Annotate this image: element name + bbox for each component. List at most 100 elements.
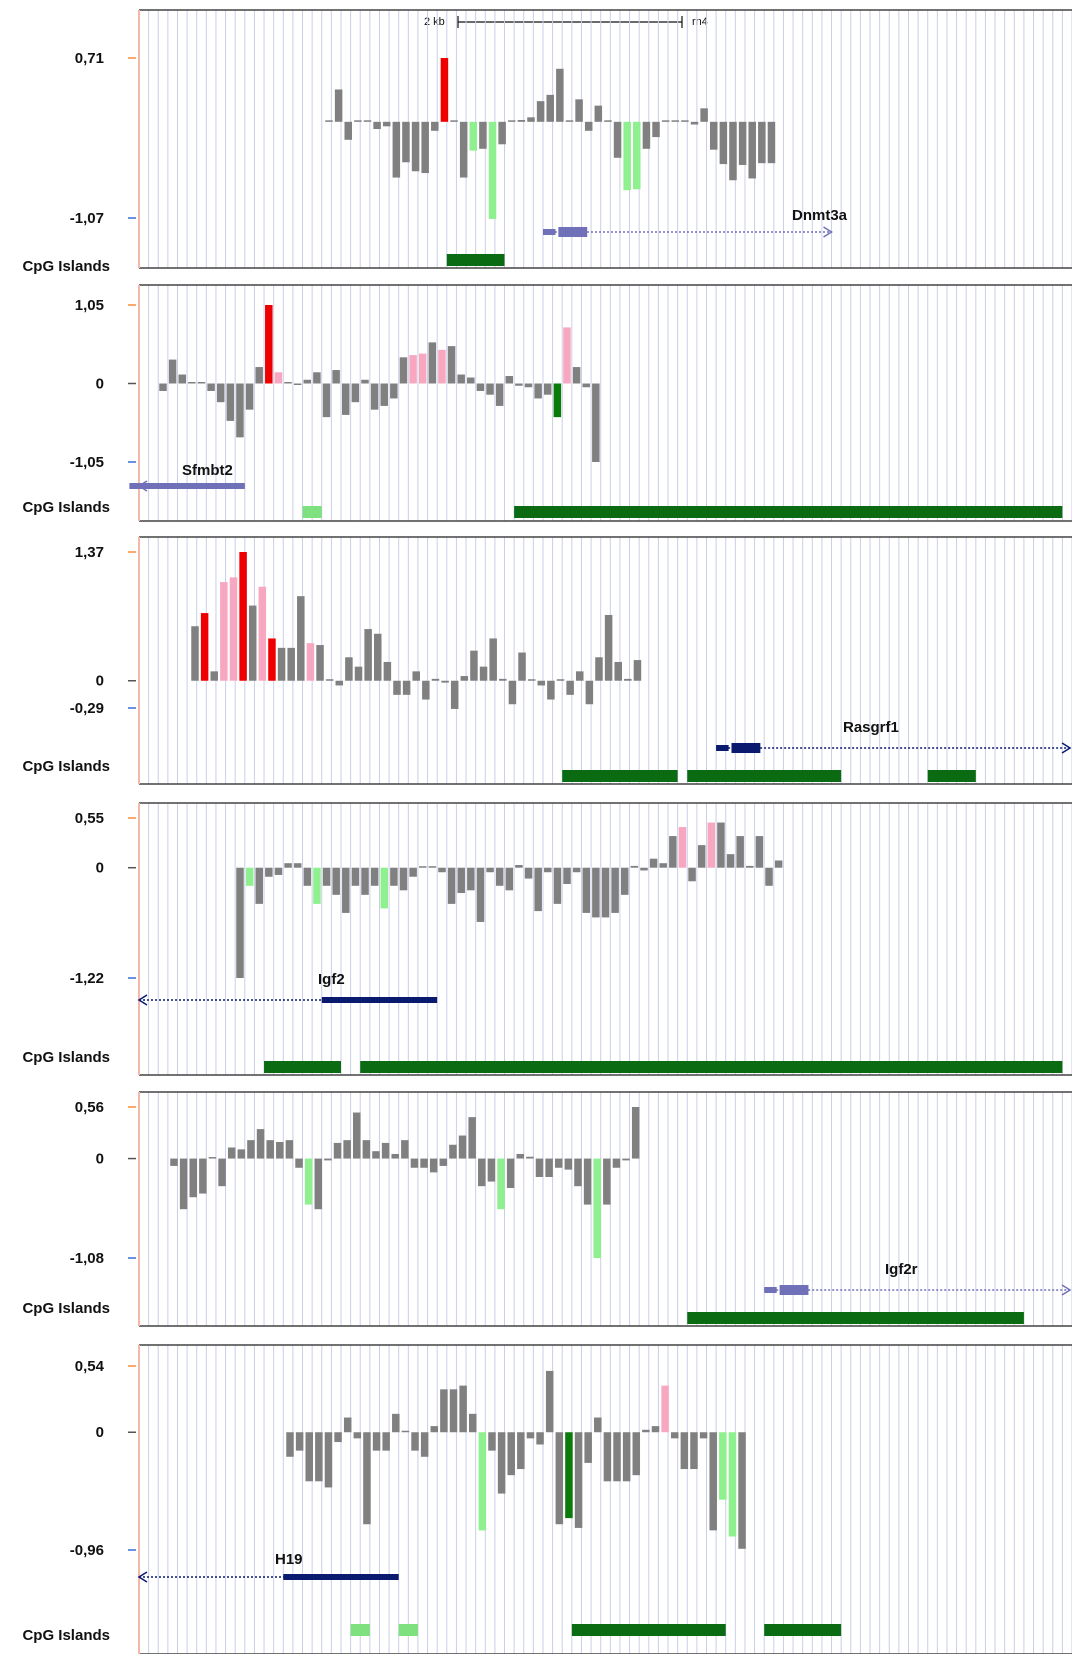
bars <box>286 1370 746 1549</box>
scale-bar: 2 kb rn4 <box>424 16 708 28</box>
gene-model <box>764 1284 1072 1296</box>
bar <box>207 383 215 391</box>
bar <box>361 867 369 895</box>
bar <box>671 120 680 122</box>
bar <box>467 867 475 891</box>
bar <box>488 121 497 219</box>
cpg-track-label: CpG Islands <box>22 758 110 775</box>
y-tick-label: -1,07 <box>70 210 104 227</box>
bar <box>197 382 206 384</box>
y-tick-label: -1,05 <box>70 454 104 471</box>
cpg-island <box>927 770 976 782</box>
bar <box>544 867 552 873</box>
bar <box>642 121 651 149</box>
bar <box>479 666 488 681</box>
bar <box>603 1432 612 1482</box>
bar <box>170 1158 178 1166</box>
bar <box>313 372 321 384</box>
bar <box>498 121 506 145</box>
panel-igf2: 0,55 0 -1,22 Igf2 CpG Islands <box>22 802 1072 1076</box>
bar <box>469 121 478 151</box>
bar <box>334 1432 342 1443</box>
bar <box>575 671 584 681</box>
bar <box>287 647 295 681</box>
gene-exon <box>716 745 729 751</box>
bar <box>774 860 783 868</box>
bar <box>505 376 514 384</box>
panel-igf2r: 0,56 0 -1,08 Igf2r CpG Islands <box>22 1091 1072 1327</box>
cpg-islands <box>562 770 976 782</box>
bar <box>370 867 379 886</box>
cpg-track-label: CpG Islands <box>22 1049 110 1066</box>
bar <box>506 1158 515 1189</box>
bar <box>497 1158 505 1210</box>
bar <box>293 383 302 385</box>
bar <box>168 359 177 384</box>
bar <box>717 822 725 868</box>
bar <box>593 1158 601 1258</box>
strand-arrow-icon <box>137 994 148 1006</box>
bar <box>297 596 305 681</box>
bar <box>582 867 591 913</box>
bar <box>536 1432 544 1445</box>
bar <box>438 867 446 873</box>
bar <box>470 650 478 681</box>
bar <box>303 867 312 886</box>
bar <box>748 121 756 179</box>
bar <box>688 867 696 882</box>
bar <box>604 120 612 122</box>
y-tick-label: -1,08 <box>70 1250 104 1267</box>
bar <box>709 121 718 150</box>
bar <box>652 121 660 138</box>
bar <box>430 1426 439 1433</box>
bar <box>565 1432 573 1519</box>
bar <box>545 1370 554 1433</box>
bar <box>633 660 642 681</box>
gene-label: Rasgrf1 <box>843 719 899 736</box>
bar <box>236 867 244 978</box>
bar <box>611 867 619 913</box>
bar <box>325 679 334 681</box>
bar <box>507 1432 515 1476</box>
bar <box>304 1158 313 1205</box>
bar <box>383 661 392 681</box>
bar <box>361 379 369 384</box>
cpg-island <box>264 1061 341 1073</box>
bar <box>746 865 754 868</box>
bar <box>572 367 581 384</box>
bar <box>422 680 430 700</box>
bar <box>411 1432 419 1451</box>
bar <box>265 305 273 384</box>
bar <box>554 1158 563 1168</box>
gene-model <box>542 226 833 238</box>
bar <box>200 613 209 681</box>
bar <box>216 383 225 403</box>
bar <box>392 121 401 178</box>
cpg-islands <box>302 506 1063 518</box>
bar <box>276 1141 284 1159</box>
bar <box>517 120 526 122</box>
bar <box>594 1417 602 1433</box>
bar <box>622 1432 631 1482</box>
bar <box>428 342 437 384</box>
cpg-island <box>398 1624 418 1636</box>
bar <box>412 671 420 681</box>
bar <box>334 89 343 122</box>
cpg-island <box>360 1061 1063 1073</box>
bar <box>370 383 379 410</box>
bar <box>563 867 571 884</box>
gene-label: Igf2r <box>885 1261 918 1278</box>
bar <box>516 1153 525 1159</box>
gene-exon <box>283 1574 399 1580</box>
y-tick-label: 0 <box>96 1151 104 1168</box>
bar <box>324 1432 333 1488</box>
bar <box>159 383 167 391</box>
y-tick-label: 0,55 <box>75 810 104 827</box>
bar <box>266 1140 274 1159</box>
y-tick-label: 1,37 <box>75 544 104 561</box>
bar <box>613 121 622 158</box>
bar <box>758 121 766 164</box>
bar <box>305 1432 313 1482</box>
bar <box>380 867 389 909</box>
bar <box>322 383 331 418</box>
